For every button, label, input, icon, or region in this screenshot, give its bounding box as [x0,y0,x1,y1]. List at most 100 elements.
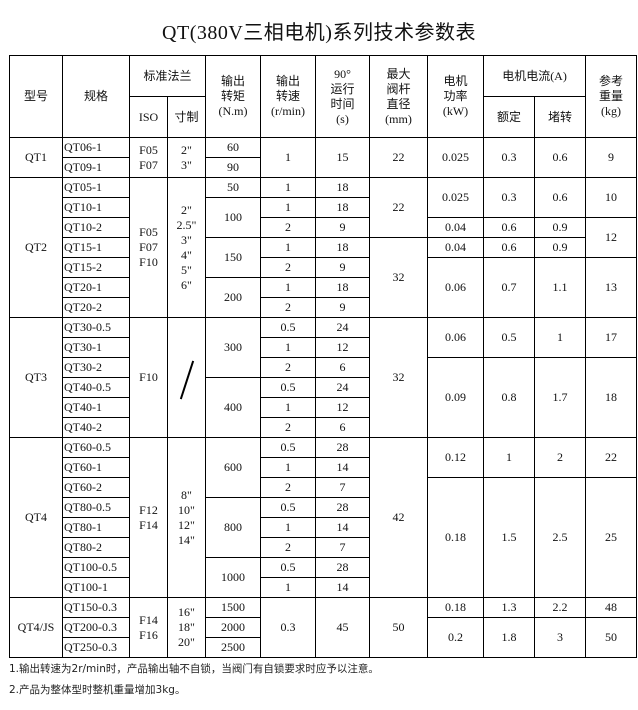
table-row: QT10-2 2 9 0.04 0.6 0.9 12 [10,217,638,258]
spec-cell: QT80-0.5 [62,497,130,518]
table-cell: 0.18 [427,477,485,598]
table-cell: 1500 [205,597,262,618]
table-cell: 1 [260,577,317,598]
header-spec: 规格 [62,55,130,138]
table-row: QT250-0.3 2500 [10,637,637,658]
table-cell: 0.06 [427,317,485,358]
table-cell: QT2 [9,177,63,318]
table-cell: 0.6 [483,217,536,238]
table-cell: 1.5 [483,477,536,598]
table-cell: 2500 [205,637,262,658]
table-cell: 2 [260,217,317,238]
spec-cell: QT30-1 [62,337,130,358]
spec-cell: QT100-0.5 [62,557,130,578]
spec-cell: QT20-2 [62,297,130,318]
table-cell: 1 [483,437,536,478]
header-inch: 寸制 [166,96,207,138]
table-cell: 1 [260,277,317,298]
table-cell: 25 [585,477,638,598]
table-cell: 12 [315,337,371,358]
table-cell: 1.8 [483,617,536,658]
table-cell: 150 [205,237,262,278]
table-cell: 45 [315,597,371,658]
table-cell: 0.5 [260,497,317,518]
table-cell: 50 [205,177,262,198]
table-row: QT20-2 2 9 [10,297,637,318]
table-cell: 2 [260,477,317,498]
table-cell: 7 [315,477,371,498]
table-cell: 28 [315,437,371,458]
spec-cell: QT30-2 [62,357,130,378]
table-row: QT60-2 2 7 0.18 1.5 2.5 25 [10,477,638,598]
header-rated: 额定 [483,96,536,138]
table-cell: 9 [315,217,371,238]
table-row: QT1 QT06-1 F05 F07 2" 3" 60 1 15 22 0.025 0.3 0.6 9 [9,137,638,178]
table-cell: 18 [315,197,371,218]
table-cell: 2 [260,417,317,438]
spec-cell: QT150-0.3 [62,597,130,618]
table-cell: 0.3 [483,137,536,178]
table-row: QT4/JS QT150-0.3 F14 F16 16" 18" 20" 1500 0.3… [9,597,638,658]
table-cell: 12 [315,397,371,418]
table-cell: 1 [260,397,317,418]
table-cell: 18 [315,177,371,198]
table-cell: 28 [315,497,371,518]
table-cell: 800 [205,497,262,558]
table-cell: 0.5 [260,437,317,458]
table-cell: QT4/JS [9,597,63,658]
spec-cell: QT06-1 [62,137,130,158]
table-cell: 42 [369,437,429,598]
table-row: QT2 QT05-1 F05 F07 F10 2" 2.5" 3" 4" 5" 6" 5… [9,177,638,318]
spec-cell: QT05-1 [62,177,130,198]
spec-cell: QT100-1 [62,577,130,598]
spec-cell: QT40-0.5 [62,377,130,398]
table-cell: 1 [260,177,317,198]
table-cell: 60 [205,137,262,158]
table-cell: 14 [315,517,371,538]
table-cell: 9 [585,137,638,178]
table-cell: 15 [315,137,371,178]
table-cell: 0.9 [534,217,587,238]
table-cell: 14 [315,577,371,598]
table-cell: 1 [260,457,317,478]
table-cell: F05 F07 [129,137,168,178]
table-cell: 48 [585,597,638,618]
table-cell: 18 [585,357,638,438]
header-time: 90° 运行 时间 (s) [315,55,371,138]
table-cell: 0.04 [427,237,485,258]
table-cell: 90 [205,157,262,178]
table-cell: 8" 10" 12" 14" [166,437,207,598]
table-cell: F14 F16 [129,597,168,658]
table-cell: 14 [315,457,371,478]
slash-mark: / [179,360,194,399]
table-row: QT15-2 2 9 0.06 0.7 1.1 13 [10,257,638,318]
header-iso: ISO [129,96,168,138]
note-1: 1.输出转速为2r/min时，产品输出轴不自锁，当阀门有自锁要求时应予以注意。 [9,663,379,675]
table-cell: 9 [315,297,371,318]
table-cell: 18 [315,237,371,258]
table-cell: 22 [585,437,638,478]
table-row: QT40-1 1 12 [10,397,637,418]
page-title: QT(380V三相电机)系列技术参数表 [162,22,476,44]
table-cell: F10 [129,317,168,438]
table-cell: 0.09 [427,357,485,438]
table-cell: 0.3 [260,597,317,658]
table-cell: 2 [260,357,317,378]
parameter-table: 型号 规格 标准法兰 输出 转矩 (N.m) 输出 转速 (r/min) 90°… [9,55,638,658]
table-cell: 6 [315,357,371,378]
table-cell: 24 [315,377,371,398]
table-row: QT15-1 150 1 18 32 0.04 0.6 0.9 [10,237,637,318]
table-cell: 0.025 [427,177,485,218]
table-cell: 1 [260,337,317,358]
table-cell: 2.5 [534,477,587,598]
table-cell: QT1 [9,137,63,178]
table-cell: 32 [369,237,429,318]
table-row: QT4 QT60-0.5 F12 F14 8" 10" 12" 14" 600 0.5 28… [9,437,638,598]
table-cell: 22 [369,177,429,238]
table-cell: 2" 3" [166,137,207,178]
spec-cell: QT30-0.5 [62,317,130,338]
spec-cell: QT200-0.3 [62,617,130,638]
table-cell: 7 [315,537,371,558]
table-row: QT40-0.5 400 0.5 24 [10,377,637,438]
